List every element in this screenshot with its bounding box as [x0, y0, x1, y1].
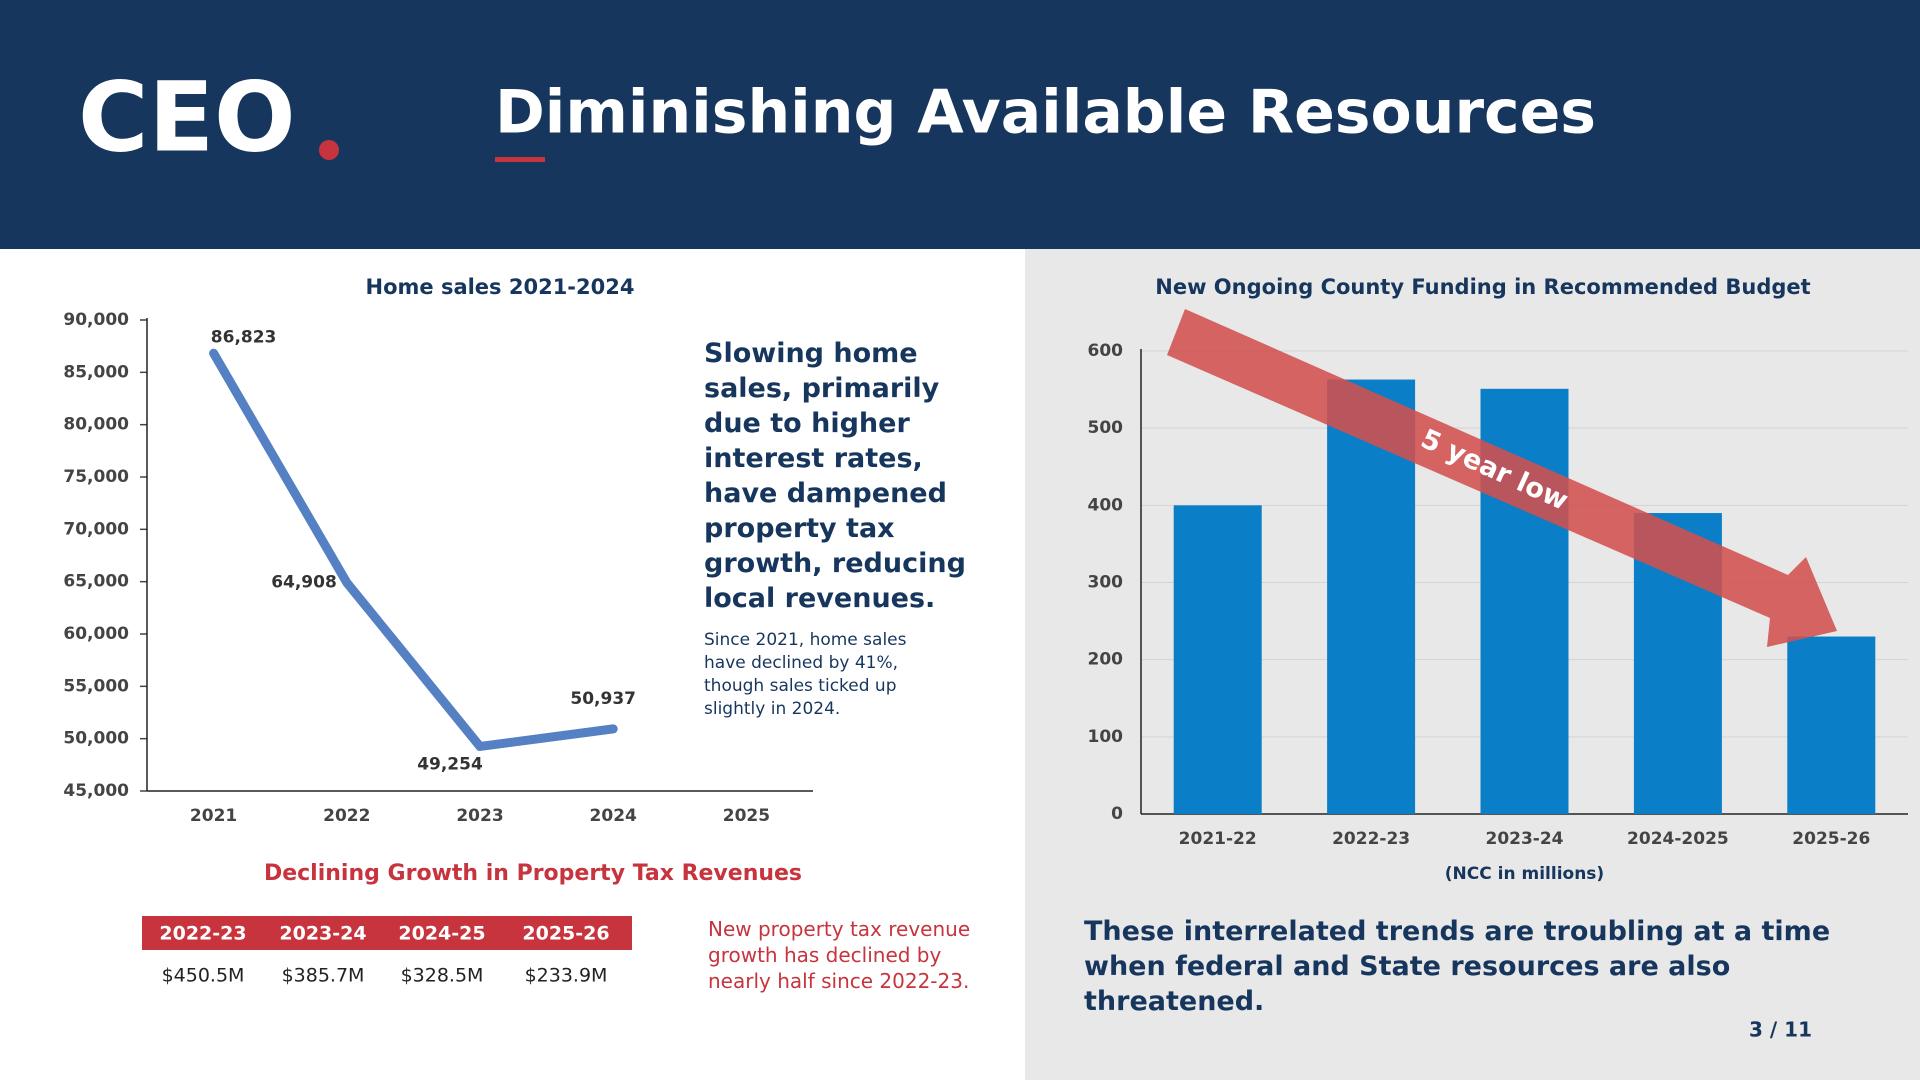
logo: CEO: [78, 61, 296, 173]
y-tick-label: 80,000: [63, 415, 129, 435]
chart-title: Home sales 2021-2024: [366, 275, 635, 299]
data-label: 64,908: [271, 573, 337, 593]
bar: [1787, 636, 1876, 814]
x-axis-label: (NCC in millions): [1445, 864, 1604, 884]
slide-title: Diminishing Available Resources: [495, 78, 1596, 148]
table-header: 2025-26: [522, 923, 609, 945]
x-tick-label: 2024-2025: [1627, 829, 1729, 849]
y-tick-label: 300: [1088, 573, 1124, 593]
y-tick-label: 200: [1088, 650, 1124, 670]
trend-arrow: [1167, 309, 1837, 647]
title-underline: [495, 157, 545, 162]
y-tick-label: 90,000: [63, 310, 129, 330]
page-number: 3 / 11: [1749, 1018, 1812, 1042]
chart-title: New Ongoing County Funding in Recommende…: [1155, 275, 1810, 299]
y-tick-label: 65,000: [63, 572, 129, 592]
x-tick-label: 2024: [590, 806, 637, 826]
x-tick-label: 2022-23: [1332, 829, 1410, 849]
data-label: 50,937: [570, 689, 636, 709]
x-tick-label: 2023: [456, 806, 503, 826]
bar: [1173, 505, 1262, 814]
x-tick-label: 2025-26: [1792, 829, 1870, 849]
x-tick-label: 2021: [190, 806, 237, 826]
x-tick-label: 2025: [723, 806, 770, 826]
side-heading: Slowing home sales, primarily due to hig…: [704, 338, 966, 614]
y-tick-label: 600: [1088, 341, 1124, 361]
data-label: 49,254: [417, 754, 483, 774]
table-header: 2023-24: [279, 923, 366, 945]
table-header-band: [142, 916, 632, 950]
table-header: 2022-23: [159, 923, 246, 945]
table-note: New property tax revenue growth has decl…: [708, 917, 971, 993]
home-sales-chart: Home sales 2021-2024 45,000 50,000 55,000 60…: [63, 275, 813, 826]
funding-chart: New Ongoing County Funding in Recommende…: [1088, 275, 1908, 884]
data-line: [209, 348, 618, 751]
y-tick-label: 0: [1111, 804, 1123, 824]
logo-dot: [319, 140, 339, 160]
y-tick-label: 85,000: [63, 362, 129, 382]
x-tick-label: 2021-22: [1179, 829, 1257, 849]
y-tick-label: 45,000: [63, 781, 129, 801]
y-tick-label: 75,000: [63, 467, 129, 487]
table-cell: $385.7M: [282, 965, 365, 987]
y-tick-label: 55,000: [63, 676, 129, 696]
table-cell: $328.5M: [401, 965, 484, 987]
side-body: Since 2021, home sales have declined by …: [704, 630, 907, 719]
y-tick-label: 50,000: [63, 729, 129, 749]
x-tick-label: 2023-24: [1485, 829, 1563, 849]
table-title: Declining Growth in Property Tax Revenue…: [264, 861, 802, 886]
y-tick-label: 400: [1088, 495, 1124, 515]
revenue-table: Declining Growth in Property Tax Revenue…: [142, 861, 802, 987]
table-header: 2024-25: [398, 923, 485, 945]
table-cell: $450.5M: [162, 965, 245, 987]
data-label: 86,823: [211, 327, 277, 347]
footer-text: These interrelated trends are troubling …: [1084, 916, 1831, 1017]
y-tick-label: 70,000: [63, 519, 129, 539]
y-tick-label: 100: [1088, 727, 1124, 747]
x-tick-label: 2022: [323, 806, 370, 826]
table-cell: $233.9M: [525, 965, 608, 987]
header-band: [0, 0, 1920, 249]
y-tick-label: 500: [1088, 418, 1124, 438]
y-tick-label: 60,000: [63, 624, 129, 644]
